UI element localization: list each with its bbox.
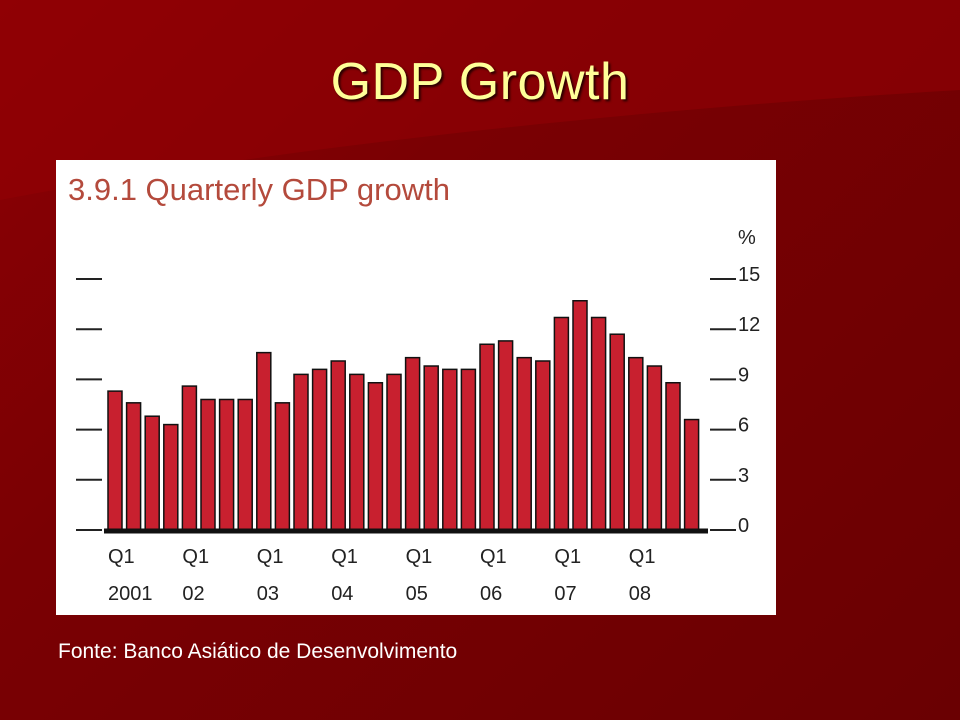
x-quarter-label-6: Q1 [554,546,581,568]
x-year-label-0: 2001 [108,583,153,605]
bar-2008-q3 [665,381,681,531]
x-year-label-4: 05 [406,583,428,605]
x-year-label-5: 06 [480,583,502,605]
bar-2006-q2 [497,340,514,531]
y-tick-label-1: 3 [738,465,749,487]
x-year-label-1: 02 [182,583,204,605]
bar-2003-q2 [274,402,291,531]
bar-2008-q4 [683,418,700,531]
bar-2003-q1 [256,351,272,531]
x-year-label-3: 04 [331,583,353,605]
slide-title: GDP Growth [330,53,630,111]
bar-2003-q3 [293,373,309,531]
bar-2007-q1 [553,316,570,531]
y-tick-label-2: 6 [738,415,749,437]
source-caption: Fonte: Banco Asiático de Desenvolvimento [58,640,458,663]
bar-2007-q2 [572,300,588,531]
bar-2005-q1 [404,356,421,531]
x-quarter-label-1: Q1 [182,546,209,568]
x-year-label-7: 08 [629,583,651,605]
y-tick-label-3: 9 [738,364,749,386]
bar-2001-q4 [163,423,179,531]
x-quarter-label-3: Q1 [331,546,358,568]
bar-2008-q1 [628,356,644,531]
bar-2006-q3 [516,356,532,531]
bar-2001-q1 [107,390,123,531]
x-axis-labels: Q1 2001 Q1 02 Q1 03 Q1 04 Q1 05 Q1 06 Q1 07 Q1 08 [108,546,655,605]
bar-2002-q4 [237,398,253,531]
chart-title: 3.9.1 Quarterly GDP growth [68,172,450,207]
bar-2001-q3 [144,415,160,531]
y-unit-label: % [738,227,756,249]
bar-2004-q4 [386,373,402,531]
bar-2005-q4 [460,368,477,531]
bar-2002-q3 [218,398,235,531]
bar-2002-q1 [181,385,198,531]
y-tick-label-0: 0 [738,515,749,537]
chart-panel: 3.9.1 Quarterly GDP growth 0 3 6 9 12 15 Q1 20… [56,160,776,615]
x-quarter-label-0: Q1 [108,546,135,568]
bar-2004-q1 [330,360,346,531]
right-tick-marks: 0 3 6 9 12 15 [710,264,760,537]
bar-2007-q3 [590,316,607,531]
bar-2006-q4 [535,360,551,531]
bar-2003-q4 [311,368,328,531]
bar-2004-q2 [349,373,365,531]
bar-series [107,300,700,531]
bar-2001-q2 [125,402,142,531]
bar-2008-q2 [646,365,663,531]
x-quarter-label-2: Q1 [257,546,284,568]
bar-2005-q2 [423,365,439,531]
x-year-label-2: 03 [257,583,279,605]
y-tick-label-5: 15 [738,264,760,286]
y-tick-label-4: 12 [738,314,760,336]
bar-2002-q2 [200,398,216,531]
x-year-label-6: 07 [554,583,576,605]
x-quarter-label-5: Q1 [480,546,507,568]
x-quarter-label-4: Q1 [406,546,433,568]
bar-2005-q3 [442,368,458,531]
x-quarter-label-7: Q1 [629,546,656,568]
left-tick-marks [76,278,102,531]
bar-2007-q4 [609,333,625,531]
background-wave [0,0,960,200]
bar-2006-q1 [479,343,495,531]
bar-2004-q3 [367,381,384,531]
